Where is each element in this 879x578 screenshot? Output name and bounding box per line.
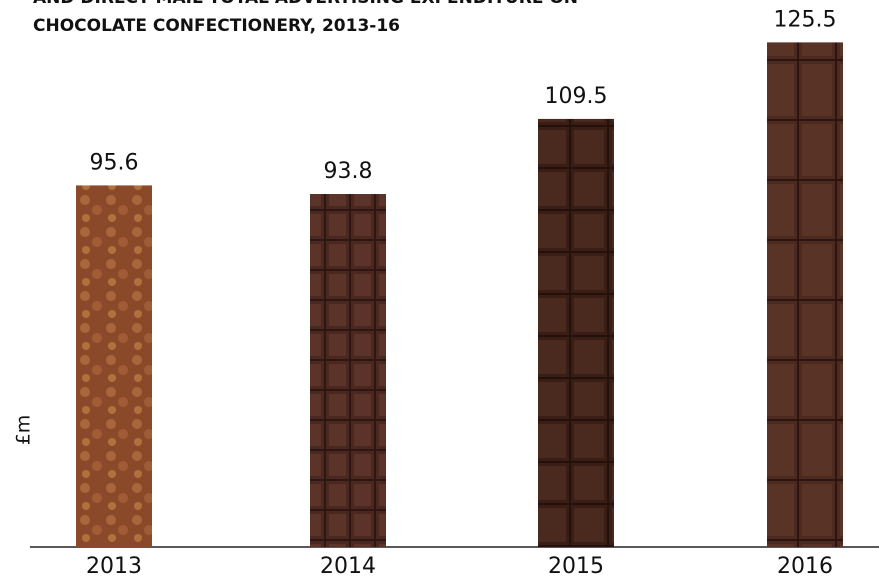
y-axis-label: £m: [13, 415, 35, 446]
x-tick-label: 2014: [320, 554, 376, 578]
x-tick-label: 2015: [548, 554, 604, 578]
chart-title: CHOCOLATE CONFECTIONERY, 2013-16: [33, 16, 400, 36]
bar: [310, 194, 386, 547]
x-tick-label: 2016: [777, 554, 833, 578]
chart-title: AND DIRECT MAIL TOTAL ADVERTISING EXPEND…: [33, 0, 578, 8]
bar: [767, 42, 843, 547]
value-label: 125.5: [774, 7, 837, 32]
bar: [76, 185, 152, 547]
value-label: 93.8: [324, 159, 373, 184]
value-label: 109.5: [545, 84, 608, 109]
value-label: 95.6: [90, 150, 139, 175]
bar: [538, 118, 614, 548]
x-tick-label: 2013: [86, 554, 142, 578]
